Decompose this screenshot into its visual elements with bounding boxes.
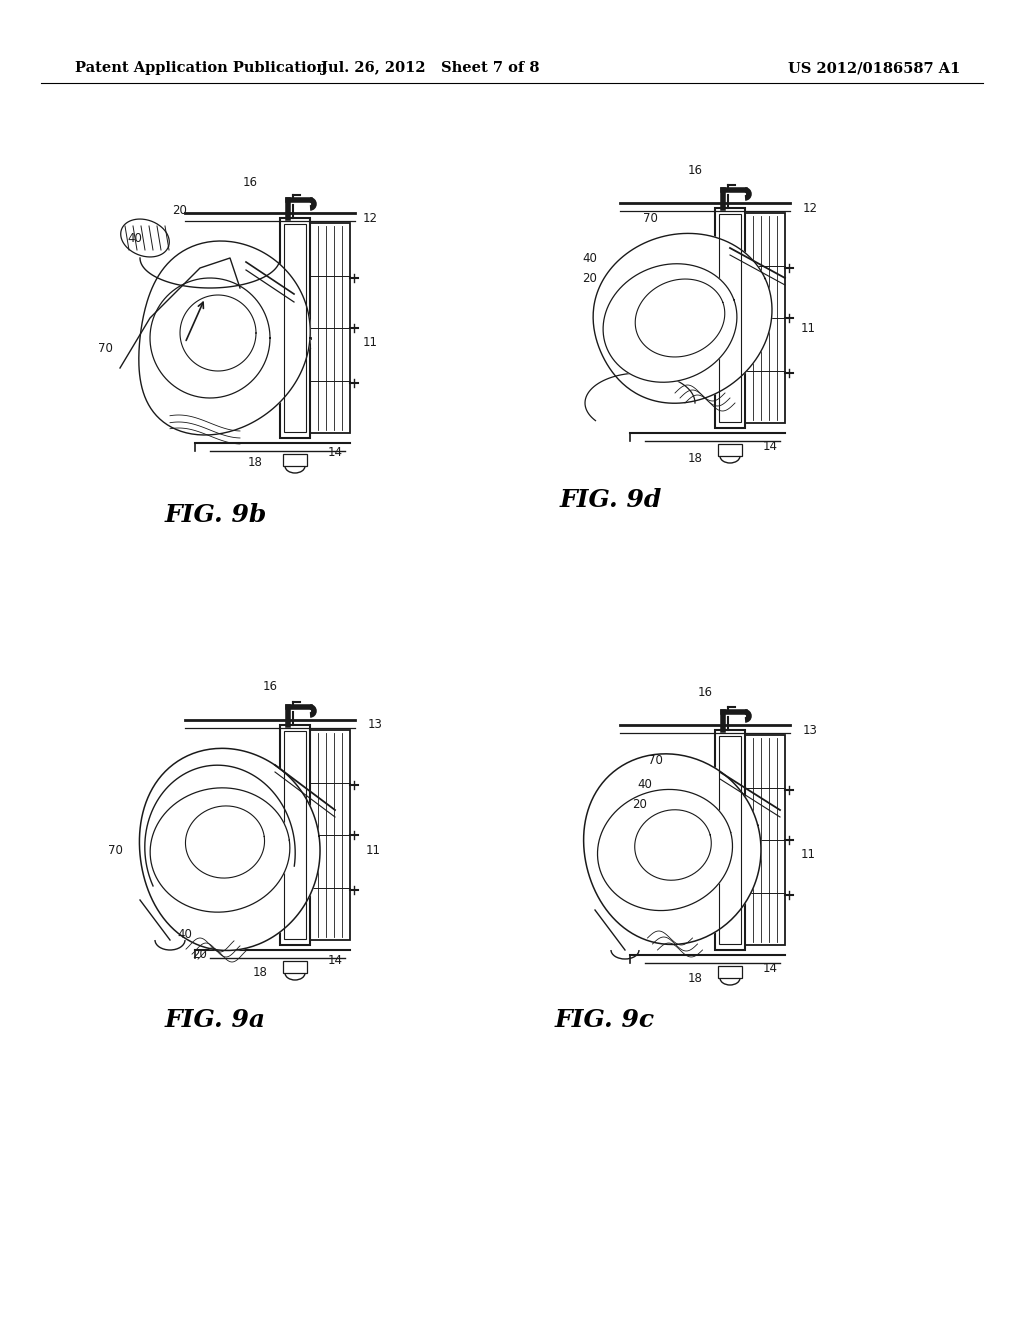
- Text: 18: 18: [687, 451, 702, 465]
- Polygon shape: [121, 219, 169, 257]
- Text: 20: 20: [583, 272, 597, 285]
- Bar: [310, 730, 350, 940]
- Text: 18: 18: [253, 966, 267, 979]
- Polygon shape: [139, 242, 310, 436]
- Bar: [718, 444, 742, 455]
- Polygon shape: [139, 748, 321, 950]
- Text: 70: 70: [643, 211, 657, 224]
- Text: 40: 40: [638, 779, 652, 792]
- Bar: [280, 218, 310, 438]
- Text: 20: 20: [173, 203, 187, 216]
- Text: 16: 16: [697, 685, 713, 698]
- Bar: [283, 961, 307, 973]
- Text: 11: 11: [801, 322, 815, 334]
- Bar: [719, 214, 741, 422]
- Text: US 2012/0186587 A1: US 2012/0186587 A1: [787, 61, 961, 75]
- Bar: [283, 454, 307, 466]
- Text: 18: 18: [687, 972, 702, 985]
- Text: 18: 18: [248, 457, 262, 470]
- Text: 40: 40: [128, 231, 142, 244]
- Polygon shape: [598, 789, 732, 911]
- Bar: [280, 725, 310, 945]
- Text: 14: 14: [328, 446, 342, 459]
- Bar: [284, 731, 306, 939]
- Text: 11: 11: [362, 337, 378, 350]
- Text: 14: 14: [328, 953, 342, 966]
- Polygon shape: [151, 788, 290, 912]
- Text: 16: 16: [243, 177, 257, 190]
- Polygon shape: [584, 754, 761, 944]
- Polygon shape: [593, 234, 772, 403]
- Bar: [715, 209, 745, 428]
- Text: 16: 16: [687, 164, 702, 177]
- Text: Jul. 26, 2012   Sheet 7 of 8: Jul. 26, 2012 Sheet 7 of 8: [321, 61, 540, 75]
- Bar: [284, 224, 306, 432]
- Text: 14: 14: [763, 440, 777, 453]
- Text: 20: 20: [633, 799, 647, 812]
- Bar: [310, 223, 350, 433]
- Text: 70: 70: [97, 342, 113, 355]
- Bar: [719, 737, 741, 944]
- Bar: [745, 735, 785, 945]
- Text: FIG. 9c: FIG. 9c: [555, 1008, 655, 1032]
- Text: FIG. 9d: FIG. 9d: [560, 488, 663, 512]
- Text: 20: 20: [193, 949, 208, 961]
- Text: 16: 16: [262, 681, 278, 693]
- Bar: [745, 213, 785, 422]
- Text: 40: 40: [177, 928, 193, 941]
- Text: Patent Application Publication: Patent Application Publication: [75, 61, 327, 75]
- Text: FIG. 9a: FIG. 9a: [165, 1008, 266, 1032]
- Text: 12: 12: [362, 211, 378, 224]
- Text: 40: 40: [583, 252, 597, 264]
- Text: FIG. 9b: FIG. 9b: [165, 503, 267, 527]
- Bar: [715, 730, 745, 950]
- Bar: [718, 966, 742, 978]
- Text: 70: 70: [108, 843, 123, 857]
- Text: 70: 70: [647, 754, 663, 767]
- Text: 11: 11: [366, 843, 381, 857]
- Text: 14: 14: [763, 961, 777, 974]
- Text: 13: 13: [368, 718, 382, 731]
- Text: 12: 12: [803, 202, 817, 214]
- Text: 11: 11: [801, 849, 815, 862]
- Polygon shape: [603, 264, 737, 383]
- Text: 13: 13: [803, 723, 817, 737]
